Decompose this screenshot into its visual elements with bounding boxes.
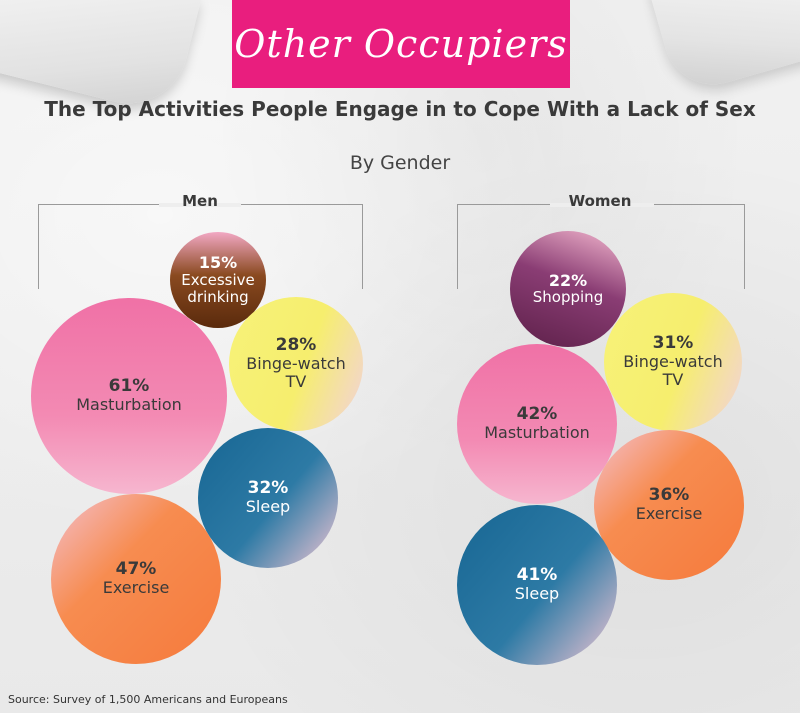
bubble-value-label: 42%: [516, 404, 558, 425]
group-caption: By Gender: [349, 152, 451, 174]
bubble-value-label: 61%: [108, 376, 150, 397]
bubble-category-label: Exercise: [635, 504, 703, 524]
bubble-category-label: Shopping: [532, 288, 604, 307]
bubble-category-label: Masturbation: [76, 395, 182, 415]
women-bubble-exercise: 36% Exercise: [594, 430, 744, 580]
bubble-value-label: 32%: [247, 478, 289, 499]
bubble-category-label: Binge-watch: [623, 351, 723, 371]
bubble-value-label: 28%: [275, 335, 317, 356]
bubble-value-label: 15%: [198, 252, 238, 272]
bubble-value-label: 47%: [115, 559, 157, 580]
women-bubble-masturbation: 42% Masturbation: [457, 344, 617, 504]
bubble-category-label: Excessive: [181, 270, 255, 289]
men-bracket: [38, 203, 363, 289]
chart-subtitle: The Top Activities People Engage in to C…: [44, 97, 756, 121]
bubble-category-label: TV: [662, 370, 684, 390]
bubble-value-label: 22%: [548, 270, 588, 290]
men-bubble-excessive-drinking: 15% Excessive drinking: [170, 232, 266, 328]
bubble-value-label: 31%: [652, 333, 694, 354]
men-bubble-binge-watch-tv: 28% Binge-watch TV: [229, 297, 363, 431]
bubble-category-label: Sleep: [245, 497, 291, 517]
women-bubble-binge-watch-tv: 31% Binge-watch TV: [604, 293, 742, 431]
men-bubble-masturbation: 61% Masturbation: [31, 298, 227, 494]
women-bubble-shopping: 22% Shopping: [510, 231, 626, 347]
bubble-value-label: 36%: [648, 485, 690, 506]
bubble-category-label: Masturbation: [484, 423, 590, 443]
men-bubble-exercise: 47% Exercise: [51, 494, 221, 664]
bubble-category-label: TV: [285, 372, 307, 392]
women-bracket: [457, 203, 745, 289]
bubble-category-label: Exercise: [102, 578, 170, 598]
women-bubble-sleep: 41% Sleep: [457, 505, 617, 665]
men-bubble-sleep: 32% Sleep: [198, 428, 338, 568]
bubble-category-label: drinking: [187, 287, 249, 306]
banner-title: Other Occupiers: [234, 22, 568, 66]
bubble-category-label: Sleep: [514, 584, 560, 604]
bubble-value-label: 41%: [516, 565, 558, 586]
title-banner: Other Occupiers: [232, 0, 570, 88]
women-group-label: Women: [568, 192, 632, 210]
bubble-category-label: Binge-watch: [246, 353, 346, 373]
source-note: Source: Survey of 1,500 Americans and Eu…: [8, 693, 288, 706]
men-group-label: Men: [182, 192, 218, 210]
